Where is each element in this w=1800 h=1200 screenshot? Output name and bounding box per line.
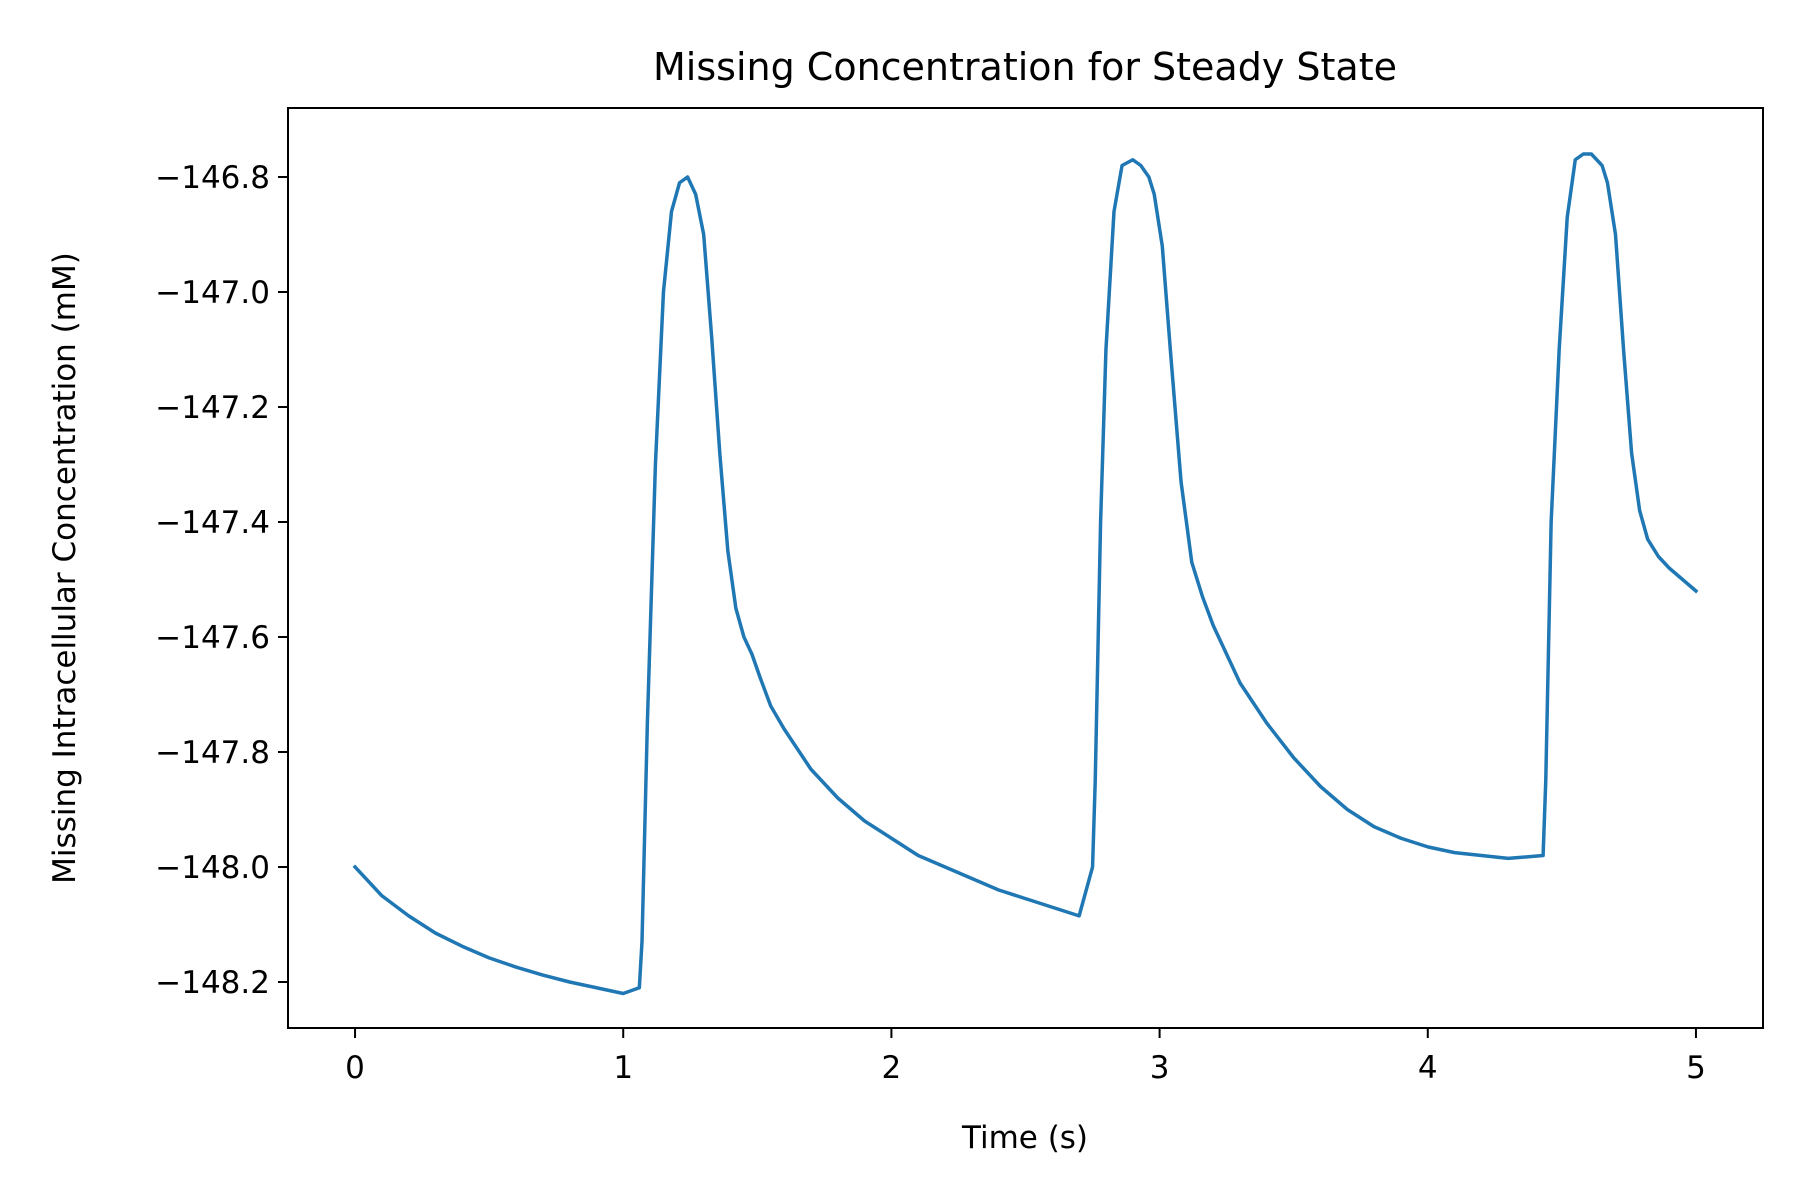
chart-title: Missing Concentration for Steady State bbox=[653, 45, 1397, 89]
y-tick-label: −147.4 bbox=[155, 505, 270, 541]
x-tick-label: 1 bbox=[613, 1050, 633, 1086]
y-tick-label: −147.0 bbox=[155, 275, 270, 311]
plot-frame bbox=[287, 107, 1764, 1029]
y-tick-label: −148.2 bbox=[155, 965, 270, 1001]
x-tick-label: 5 bbox=[1686, 1050, 1706, 1086]
y-tick-label: −147.8 bbox=[155, 735, 270, 771]
y-axis-label: Missing Intracellular Concentration (mM) bbox=[47, 252, 83, 884]
x-axis-label: Time (s) bbox=[961, 1120, 1088, 1156]
x-tick-label: 0 bbox=[345, 1050, 365, 1086]
plot-area bbox=[352, 152, 1699, 996]
x-tick-label: 4 bbox=[1418, 1050, 1438, 1086]
y-tick-label: −147.6 bbox=[155, 620, 270, 656]
x-tick-label: 2 bbox=[882, 1050, 902, 1086]
x-axis-ticks: 0 1 2 3 4 5 bbox=[345, 1028, 1706, 1086]
x-tick-label: 3 bbox=[1150, 1050, 1170, 1086]
series-line-0 bbox=[352, 152, 1699, 996]
y-tick-label: −148.0 bbox=[155, 850, 270, 886]
y-tick-label: −146.8 bbox=[155, 160, 270, 196]
y-axis-ticks: −146.8 −147.0 −147.2 −147.4 −147.6 −147.8 −148… bbox=[155, 160, 288, 1001]
y-tick-label: −147.2 bbox=[155, 390, 270, 426]
